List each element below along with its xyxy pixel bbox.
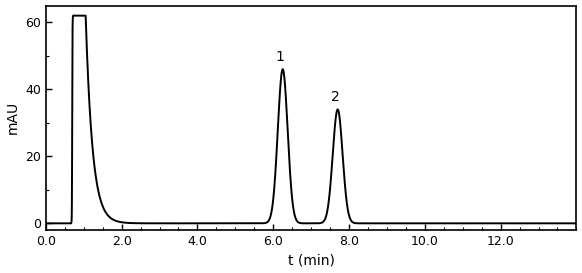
Y-axis label: mAU: mAU xyxy=(6,101,20,134)
X-axis label: t (min): t (min) xyxy=(288,253,335,268)
Text: 2: 2 xyxy=(331,90,339,104)
Text: 1: 1 xyxy=(276,50,285,64)
